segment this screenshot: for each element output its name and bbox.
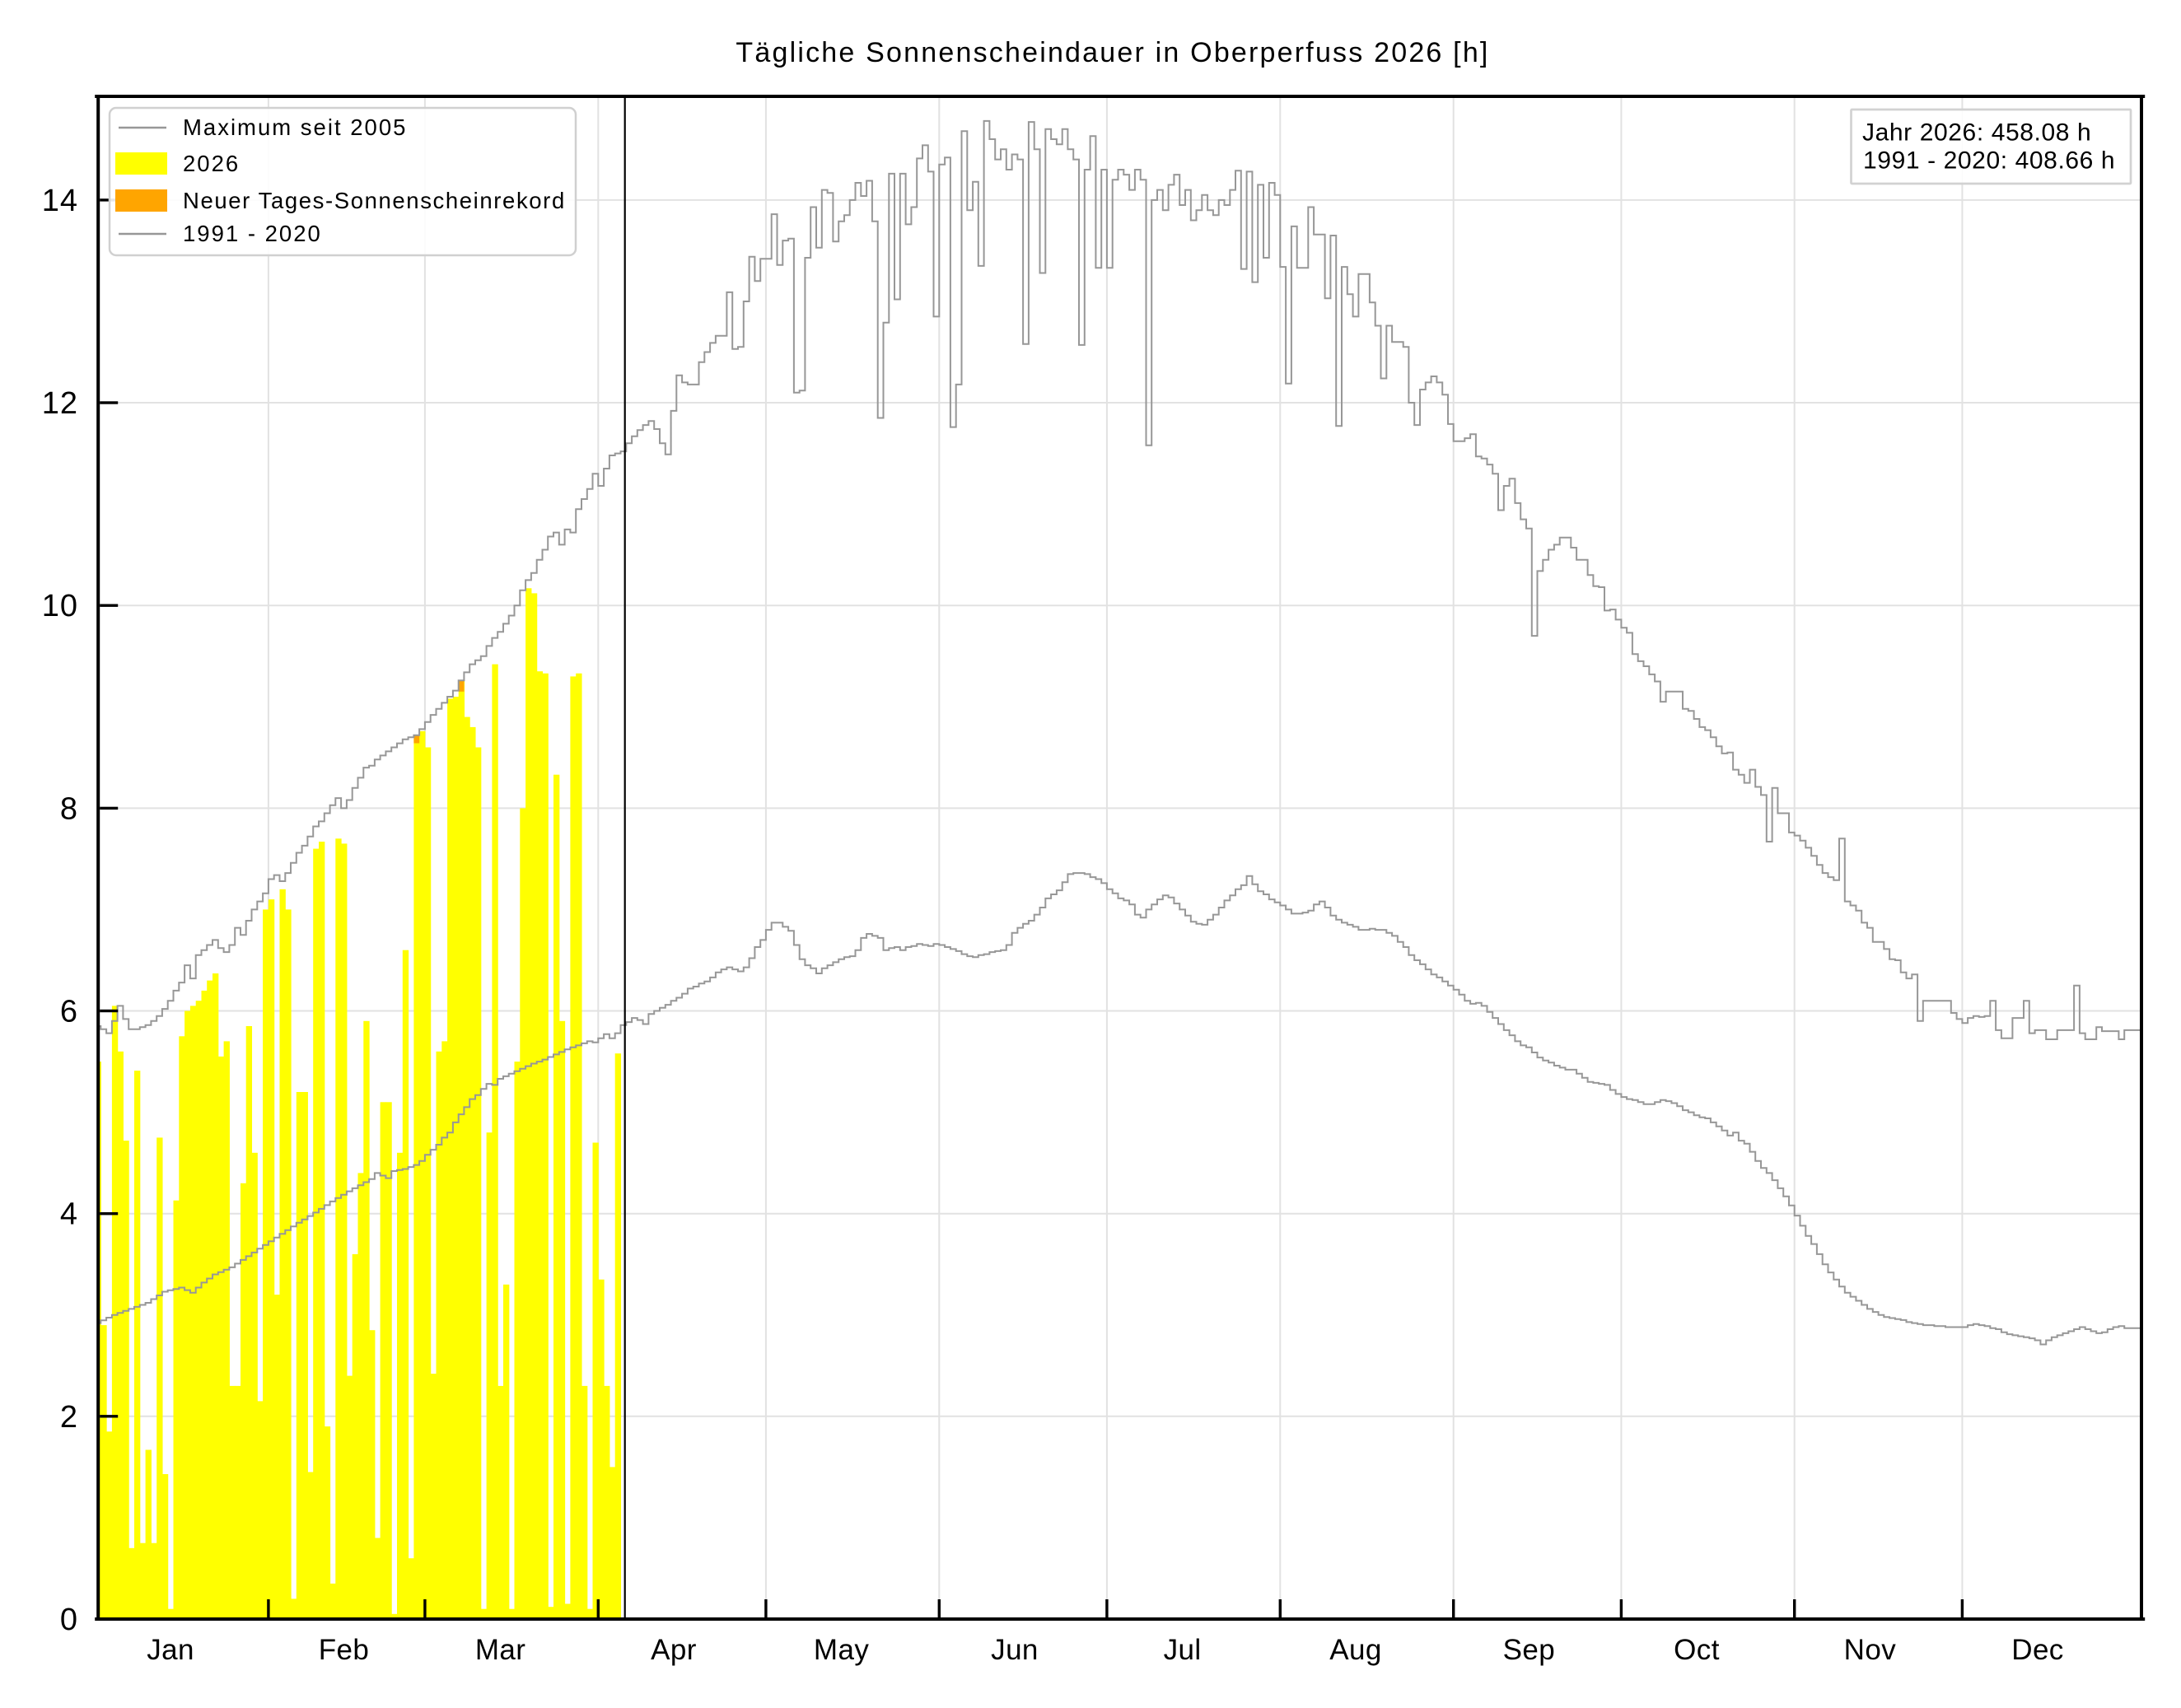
svg-text:Feb: Feb — [319, 1634, 370, 1666]
svg-text:Sep: Sep — [1503, 1634, 1555, 1666]
svg-text:1991 - 2020: 408.66 h: 1991 - 2020: 408.66 h — [1863, 147, 2115, 175]
svg-text:Dec: Dec — [2011, 1634, 2063, 1666]
svg-text:Jan: Jan — [147, 1634, 194, 1666]
svg-text:Tägliche Sonnenscheindauer in: Tägliche Sonnenscheindauer in Oberperfus… — [736, 37, 1489, 68]
svg-text:Neuer Tages-Sonnenscheinrekord: Neuer Tages-Sonnenscheinrekord — [183, 188, 566, 213]
svg-text:Aug: Aug — [1329, 1634, 1381, 1666]
svg-text:2026: 2026 — [183, 151, 240, 176]
svg-text:Mar: Mar — [475, 1634, 525, 1666]
svg-text:10: 10 — [42, 589, 78, 623]
svg-text:6: 6 — [60, 995, 78, 1029]
svg-text:Nov: Nov — [1844, 1634, 1897, 1666]
svg-text:Apr: Apr — [651, 1634, 697, 1666]
svg-text:May: May — [814, 1634, 869, 1666]
svg-text:Jun: Jun — [991, 1634, 1039, 1666]
svg-text:2: 2 — [60, 1400, 78, 1435]
svg-text:Oct: Oct — [1674, 1634, 1720, 1666]
svg-text:Jahr 2026: 458.08 h: Jahr 2026: 458.08 h — [1862, 119, 2091, 147]
svg-text:12: 12 — [42, 386, 78, 421]
svg-text:8: 8 — [60, 791, 78, 826]
svg-text:4: 4 — [60, 1197, 78, 1232]
svg-text:14: 14 — [42, 184, 78, 218]
svg-text:Maximum seit 2005: Maximum seit 2005 — [183, 114, 407, 140]
svg-text:0: 0 — [60, 1603, 78, 1637]
svg-text:Jul: Jul — [1164, 1634, 1202, 1666]
svg-text:1991 - 2020: 1991 - 2020 — [183, 221, 322, 246]
